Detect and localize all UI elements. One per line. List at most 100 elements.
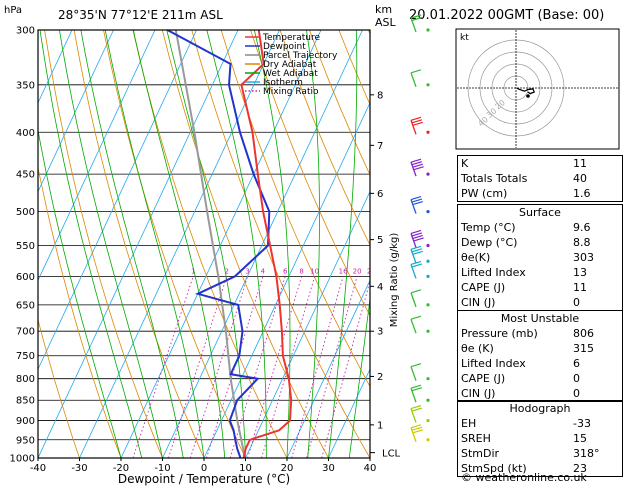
- index-label: PW (cm): [461, 187, 508, 200]
- dry-adiabat-line: [103, 30, 246, 458]
- index-value: 6: [573, 357, 580, 370]
- km-tick-label: 1: [377, 420, 383, 431]
- index-label: SREH: [461, 432, 491, 445]
- hodograph-params-title: Hodograph: [509, 402, 571, 415]
- index-value: 11: [573, 157, 587, 170]
- pressure-tick-label: 750: [16, 351, 35, 362]
- table-row: Pressure (mb) 806: [458, 326, 622, 341]
- index-label: θe (K): [461, 342, 494, 355]
- table-row: CAPE (J) 0: [458, 371, 622, 386]
- wind-barb-dot: [426, 172, 430, 176]
- isotherm-line: [120, 30, 322, 458]
- surface-box: Surface Temp (°C) 9.6 Dewp (°C) 8.8 θe(K) 303…: [457, 204, 623, 311]
- legend-item: Dry Adiabat: [263, 60, 317, 70]
- mixing-ratio-label: 10: [310, 267, 319, 275]
- wind-barb: [410, 229, 430, 248]
- wind-barb-dot: [426, 398, 430, 402]
- wet-adiabat-line: [328, 30, 358, 458]
- plot-frame: [37, 29, 371, 459]
- index-label: CIN (J): [461, 387, 496, 400]
- wind-barb-dot: [426, 377, 430, 381]
- wind-barb-dot: [426, 243, 430, 248]
- x-tick-label: -40: [30, 463, 46, 474]
- mixing-ratio-line: [306, 276, 358, 458]
- index-label: CAPE (J): [461, 372, 506, 385]
- index-value: 1.6: [573, 187, 591, 200]
- mixing-ratio-label: 3: [245, 267, 249, 275]
- wind-barb: [410, 158, 430, 177]
- wind-barb-dot: [426, 130, 430, 134]
- index-label: Pressure (mb): [461, 327, 538, 340]
- index-label: EH: [461, 417, 477, 430]
- index-value: 9.6: [573, 221, 591, 234]
- index-label: CAPE (J): [461, 281, 506, 294]
- wet-adiabat-line: [206, 30, 267, 458]
- isotherm-line: [38, 30, 239, 458]
- wet-adiabat-line: [253, 30, 291, 458]
- hpa-axis-label: hPa: [4, 5, 23, 16]
- storm-motion-marker: [526, 94, 530, 98]
- index-label: Totals Totals: [461, 172, 528, 185]
- wind-barb-dot: [426, 303, 430, 307]
- x-tick-label: 10: [239, 463, 252, 474]
- index-label: Lifted Index: [461, 357, 526, 370]
- table-row: PW (cm) 1.6: [458, 186, 622, 201]
- isotherm-line: [38, 30, 73, 104]
- legend-item: Isotherm: [263, 78, 303, 88]
- index-label: Lifted Index: [461, 266, 526, 279]
- x-tick-label: -10: [154, 463, 170, 474]
- dry-adiabat-line: [73, 30, 205, 458]
- mixing-ratio-label: 25: [367, 267, 376, 275]
- x-tick-label: 40: [364, 463, 377, 474]
- index-value: 0: [573, 387, 580, 400]
- most-unstable-box: Most Unstable Pressure (mb) 806 θe (K) 315 L…: [457, 310, 623, 402]
- dry-adiabat-line: [250, 30, 370, 317]
- wind-barb: [410, 384, 430, 403]
- table-row: Temp (°C) 9.6: [458, 220, 622, 235]
- dry-adiabat-line: [279, 30, 370, 246]
- index-value: 303: [573, 251, 594, 264]
- dry-adiabat-line: [309, 30, 370, 176]
- km-tick-label: 4: [377, 282, 383, 293]
- index-value: 0: [573, 296, 580, 309]
- wind-barb: [410, 289, 430, 308]
- index-value: 315: [573, 342, 594, 355]
- wind-barb: [410, 363, 430, 381]
- isotherm-line: [38, 30, 114, 193]
- index-label: θe(K): [461, 251, 491, 264]
- pressure-tick-label: 450: [16, 170, 35, 181]
- index-label: Dewp (°C): [461, 236, 518, 249]
- km-tick-label: 8: [377, 90, 383, 101]
- index-value: 8.8: [573, 236, 591, 249]
- index-value: 318°: [573, 447, 600, 460]
- x-axis-title: Dewpoint / Temperature (°C): [118, 472, 290, 486]
- most-unstable-title: Most Unstable: [500, 312, 580, 325]
- index-value: -33: [573, 417, 591, 430]
- wet-adiabat-line: [348, 295, 370, 458]
- index-value: 15: [573, 432, 587, 445]
- pressure-tick-label: 350: [16, 80, 35, 91]
- km-tick-label: 5: [377, 235, 383, 246]
- wind-barb: [410, 69, 430, 88]
- wind-barb-dot: [426, 438, 430, 442]
- mixing-ratio-label: 16: [339, 267, 348, 275]
- hodograph-unit-label: kt: [460, 33, 469, 43]
- lcl-label: LCL: [382, 449, 401, 460]
- table-row: θe (K) 315: [458, 341, 622, 356]
- dry-adiabat-line: [191, 30, 370, 458]
- index-label: Temp (°C): [461, 221, 516, 234]
- wind-barb-dot: [426, 418, 430, 423]
- pressure-tick-label: 1000: [10, 454, 35, 465]
- temperature-line: [240, 30, 293, 458]
- mixing-ratio-label: 8: [299, 267, 303, 275]
- legend-item: Mixing Ratio: [263, 87, 319, 97]
- copyright: © weatheronline.co.uk: [461, 471, 587, 484]
- pressure-tick-label: 650: [16, 300, 35, 311]
- dry-adiabat-line: [38, 318, 80, 458]
- isotherm-line: [203, 101, 370, 458]
- index-label: K: [461, 157, 469, 170]
- table-row: Lifted Index 6: [458, 356, 622, 371]
- dewpoint-line: [166, 30, 271, 458]
- index-value: 23: [573, 462, 587, 475]
